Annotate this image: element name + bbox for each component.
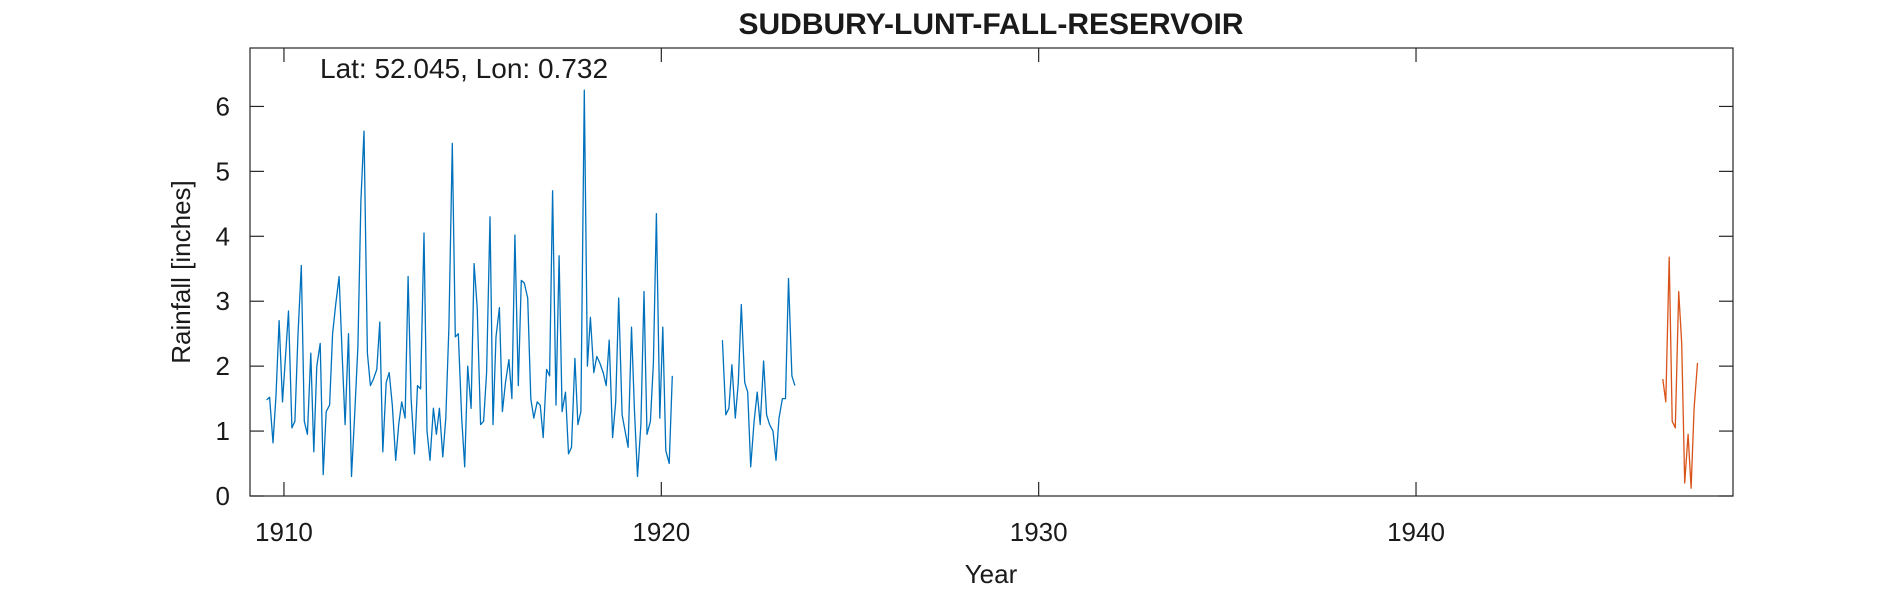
y-tick-label-3: 3	[216, 286, 230, 316]
y-tick-label-0: 0	[216, 481, 230, 511]
x-tick-label-1930: 1930	[1010, 517, 1068, 547]
y-tick-label-6: 6	[216, 91, 230, 121]
y-axis-ticks: 0 1 2 3 4 5 6	[216, 91, 1733, 511]
y-tick-label-2: 2	[216, 351, 230, 381]
y-tick-label-5: 5	[216, 156, 230, 186]
x-tick-label-1910: 1910	[255, 517, 313, 547]
location-annotation: Lat: 52.045, Lon: 0.732	[320, 53, 608, 84]
chart-title: SUDBURY-LUNT-FALL-RESERVOIR	[738, 8, 1243, 41]
series-layer	[266, 89, 1699, 489]
x-tick-label-1940: 1940	[1387, 517, 1445, 547]
plot-area: 1910 1920 1930 1940 0 1 2 3 4 5 6	[216, 47, 1734, 547]
y-tick-label-4: 4	[216, 221, 230, 251]
y-axis-label: Rainfall [inches]	[166, 180, 196, 364]
plot-box	[249, 47, 1734, 497]
y-tick-label-1: 1	[216, 416, 230, 446]
series-1-line-segment-1	[266, 89, 673, 478]
x-axis-ticks: 1910 1920 1930 1940	[255, 48, 1445, 547]
x-axis-label: Year	[965, 559, 1018, 589]
series-1-line-segment-2	[721, 277, 796, 468]
series-2-line-segment-1	[1662, 256, 1699, 489]
x-tick-label-1920: 1920	[632, 517, 690, 547]
